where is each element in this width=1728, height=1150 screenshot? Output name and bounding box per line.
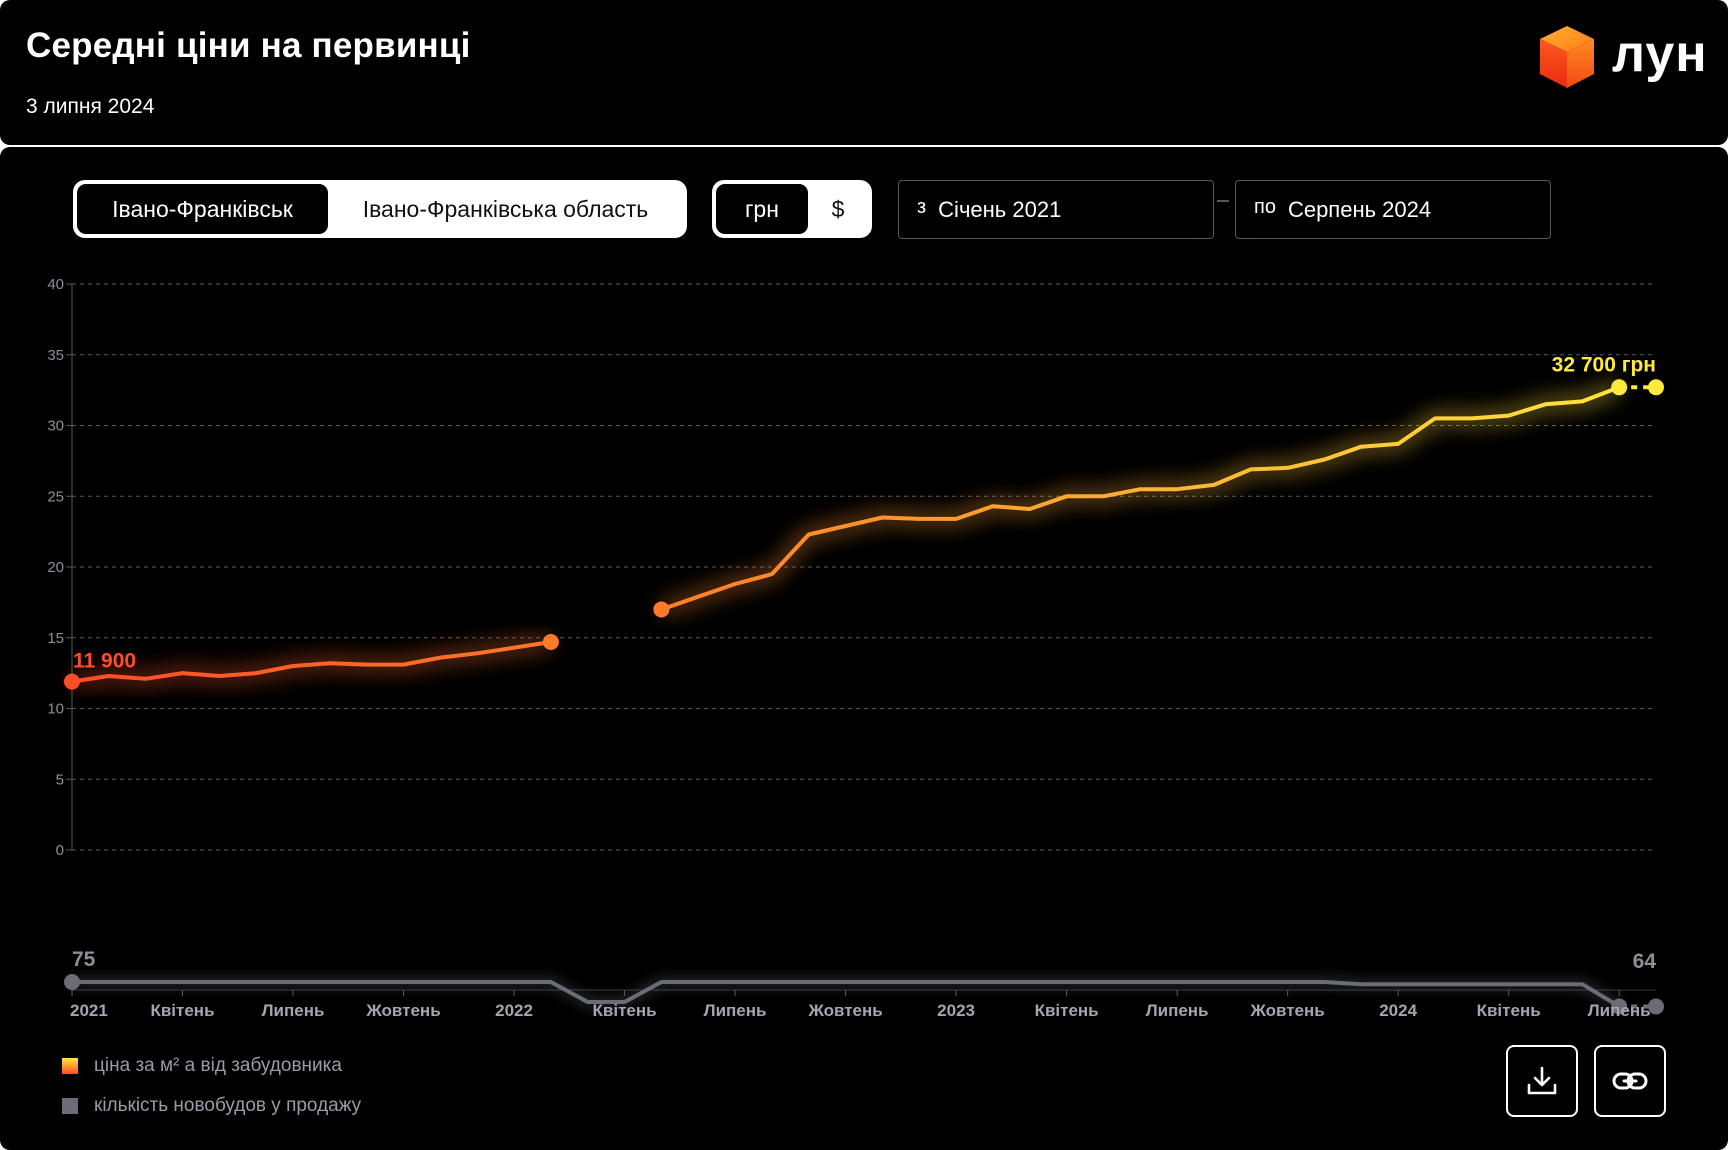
- legend-price: ціна за м² а від забудовника: [62, 1055, 342, 1077]
- count-point: [1611, 998, 1628, 1015]
- date-from-field[interactable]: з Січень 2021: [898, 180, 1214, 239]
- price-point: [1648, 379, 1664, 396]
- price-point: [542, 633, 559, 650]
- download-button[interactable]: [1506, 1045, 1578, 1117]
- y-tick-label: 0: [56, 842, 64, 859]
- price-last-label: 32 700 грн: [1552, 353, 1656, 376]
- legend-price-label: ціна за м² а від забудовника: [94, 1055, 342, 1076]
- price-line: [70, 640, 553, 684]
- location-toggle: Івано-Франківськ Івано-Франківська облас…: [73, 180, 687, 238]
- x-tick-label: 2023: [937, 1001, 975, 1020]
- date-range-separator: [1217, 200, 1229, 202]
- copy-link-button[interactable]: [1594, 1045, 1666, 1117]
- x-tick-label: Липень: [704, 1001, 767, 1020]
- price-point: [64, 673, 80, 690]
- x-tick-label: 2022: [495, 1001, 533, 1020]
- lun-logo: [1540, 26, 1594, 88]
- count-point: [64, 974, 80, 990]
- price-point: [653, 601, 670, 618]
- x-tick-label: 2024: [1379, 1001, 1417, 1020]
- x-tick-label: Квітень: [1035, 1001, 1099, 1020]
- date-from-prefix: з: [917, 196, 927, 218]
- currency-toggle: грн $: [712, 180, 872, 238]
- x-tick-label: Жовтень: [807, 1001, 882, 1020]
- date-to-field[interactable]: по Серпень 2024: [1235, 180, 1551, 239]
- x-tick-label: 2021: [70, 1001, 108, 1020]
- y-tick-label: 35: [47, 347, 64, 364]
- date-to-prefix: по: [1254, 196, 1276, 218]
- header-card: [0, 0, 1728, 145]
- y-tick-label: 5: [56, 771, 64, 788]
- currency-option-usd[interactable]: $: [831, 195, 845, 222]
- price-line: [659, 385, 1622, 612]
- location-option-region[interactable]: Івано-Франківська область: [362, 195, 649, 222]
- count-first-label: 75: [72, 948, 96, 971]
- legend-count: кількість новобудов у продажу: [62, 1095, 361, 1117]
- date-to-value: Серпень 2024: [1287, 196, 1432, 222]
- x-tick-label: Жовтень: [365, 1001, 440, 1020]
- x-tick-label: Квітень: [1477, 1001, 1541, 1020]
- count-point: [1648, 998, 1664, 1015]
- y-tick-label: 40: [47, 276, 64, 293]
- x-tick-label: Жовтень: [1249, 1001, 1324, 1020]
- location-option-city[interactable]: Івано-Франківськ: [77, 184, 328, 234]
- count-line: [72, 980, 1621, 1009]
- logo-text: лун: [1612, 25, 1708, 83]
- price-first-label: 11 900: [73, 650, 136, 673]
- date-from-value: Січень 2021: [938, 196, 1062, 222]
- x-tick-label: Квітень: [150, 1001, 214, 1020]
- y-tick-label: 20: [47, 559, 64, 576]
- price-line-glow: [70, 635, 552, 689]
- link-icon: [1612, 1072, 1648, 1090]
- y-tick-label: 10: [47, 701, 64, 718]
- x-tick-label: Липень: [1588, 1001, 1651, 1020]
- price-point: [1611, 379, 1628, 396]
- legend-price-swatch: [62, 1058, 78, 1074]
- download-icon: [1527, 1066, 1557, 1095]
- legend-count-swatch: [62, 1098, 78, 1114]
- currency-option-uah[interactable]: грн: [716, 184, 808, 234]
- x-tick-label: Липень: [1146, 1001, 1209, 1020]
- count-last-label: 64: [1633, 950, 1657, 973]
- price-line-glow: [659, 380, 1622, 617]
- y-tick-label: 30: [47, 418, 64, 435]
- x-tick-label: Липень: [262, 1001, 325, 1020]
- y-tick-label: 25: [47, 488, 64, 505]
- y-tick-label: 15: [47, 630, 64, 647]
- x-tick-label: Квітень: [593, 1001, 657, 1020]
- legend-count-label: кількість новобудов у продажу: [94, 1095, 362, 1116]
- page-title: Середні ціни на первинці: [26, 26, 471, 65]
- page-date: 3 липня 2024: [26, 95, 155, 118]
